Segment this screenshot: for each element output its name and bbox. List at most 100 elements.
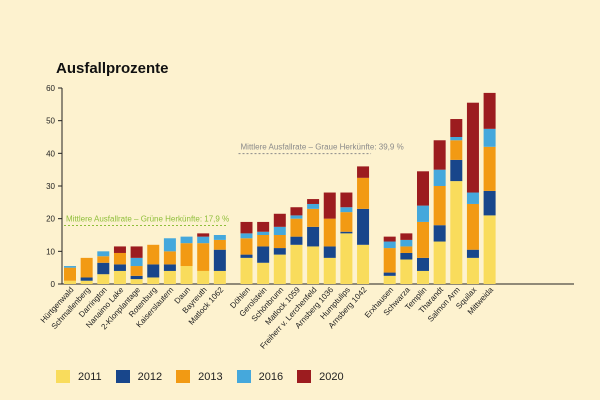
bar-segment-2011	[257, 262, 270, 284]
bar-segment-2013	[307, 208, 320, 227]
bar-segment-2016	[163, 238, 176, 252]
bar-segment-2016	[257, 231, 270, 235]
bar-segment-2016	[383, 241, 396, 249]
legend-swatch	[176, 370, 191, 383]
bar-segment-2020	[383, 236, 396, 242]
bar-segment-2011	[357, 244, 370, 284]
legend-item: 2012	[115, 370, 162, 383]
bar-segment-2013	[213, 239, 226, 250]
bar-segment-2016	[273, 226, 286, 235]
bar-segment-2012	[97, 262, 110, 275]
bar-segment-2012	[163, 264, 176, 271]
bar-segment-2013	[113, 252, 126, 265]
bar-segment-2013	[290, 218, 303, 237]
bar-segment-2016	[417, 205, 429, 222]
y-tick-label: 30	[46, 182, 55, 191]
bar-segment-2020	[340, 192, 353, 208]
bar-segment-2020	[257, 221, 270, 232]
bar-segment-2012	[273, 248, 286, 255]
bar-segment-2012	[323, 246, 336, 258]
bar-segment-2016	[290, 215, 303, 219]
bar-segment-2011	[197, 270, 210, 284]
bar-segment-2013	[340, 212, 353, 232]
legend-item: 2020	[297, 370, 344, 383]
y-tick-label: 60	[46, 84, 55, 93]
bar-segment-2012	[340, 231, 353, 234]
bar-segment-2013	[400, 246, 413, 253]
bar-segment-2013	[180, 243, 193, 267]
bar-segment-2016	[180, 236, 193, 244]
bar-segment-2011	[130, 279, 143, 284]
bar-segment-2013	[240, 238, 253, 255]
bar-segment-2013	[64, 267, 76, 281]
bar-segment-2013	[147, 244, 160, 265]
bar-segment-2011	[147, 277, 160, 284]
legend-label: 2013	[198, 370, 223, 383]
bar-segment-2016	[433, 169, 446, 186]
bar-segment-2011	[383, 275, 396, 284]
bar-segment-2020	[323, 192, 336, 219]
bar-segment-2011	[483, 215, 496, 284]
bar-segment-2012	[417, 257, 429, 271]
reference-line-label: Mittlere Ausfallrate – Grüne Herkünfte: …	[66, 215, 229, 224]
bar-segment-2013	[97, 256, 110, 263]
bar-segment-2011	[307, 246, 320, 284]
bar-segment-2012	[450, 159, 463, 182]
bar-segment-2020	[466, 102, 479, 193]
bar-segment-2012	[433, 225, 446, 242]
bar-segment-2016	[64, 266, 76, 268]
bar-segment-2011	[113, 270, 126, 284]
bar-segment-2013	[257, 235, 270, 247]
bar-segment-2020	[400, 233, 413, 240]
bar-segment-2020	[433, 140, 446, 170]
bar-segment-2020	[357, 166, 370, 178]
bar-segment-2013	[466, 203, 479, 250]
bar-segment-2012	[400, 252, 413, 260]
bar-segment-2020	[240, 221, 253, 234]
bar-segment-2012	[357, 208, 370, 245]
bar-segment-2016	[483, 128, 496, 147]
bar-segment-2020	[197, 233, 210, 237]
chart-legend: 2011 2012 2013 2016 2020	[56, 370, 344, 383]
chart-title: Ausfallprozente	[56, 60, 169, 77]
bar-segment-2013	[197, 243, 210, 271]
bar-segment-2011	[466, 257, 479, 284]
y-tick-label: 0	[51, 280, 56, 289]
y-tick-label: 50	[46, 117, 55, 126]
bar-segment-2011	[417, 270, 429, 284]
reference-line-label: Mittlere Ausfallrate – Graue Herkünfte: …	[241, 143, 404, 152]
bar-segment-2016	[240, 233, 253, 239]
bar-segment-2011	[213, 270, 226, 284]
bar-segment-2020	[417, 171, 429, 206]
bar-segment-2011	[64, 280, 76, 284]
bar-segment-2020	[483, 92, 496, 129]
bar-segment-2016	[400, 239, 413, 247]
bar-segment-2012	[80, 277, 93, 281]
legend-label: 2011	[78, 370, 102, 383]
bar-segment-2011	[400, 259, 413, 284]
legend-swatch	[115, 370, 130, 383]
legend-label: 2020	[319, 370, 344, 383]
bar-segment-2013	[383, 248, 396, 273]
legend-item: 2013	[176, 370, 223, 383]
bar-segment-2011	[97, 274, 110, 284]
bar-segment-2012	[307, 226, 320, 247]
legend-item: 2016	[236, 370, 283, 383]
bar-segment-2013	[163, 251, 176, 265]
bar-segment-2013	[417, 221, 429, 258]
legend-swatch	[56, 370, 70, 383]
bar-segment-2011	[340, 233, 353, 284]
bar-segment-2011	[450, 181, 463, 284]
bar-segment-2012	[483, 190, 496, 216]
bar-segment-2011	[163, 270, 176, 284]
bar-segment-2011	[180, 266, 193, 284]
bar-segment-2016	[450, 137, 463, 141]
legend-swatch	[297, 370, 312, 383]
bar-segment-2016	[307, 203, 320, 209]
bar-segment-2012	[290, 236, 303, 245]
bar-segment-2013	[357, 177, 370, 209]
bar-segment-2011	[433, 241, 446, 284]
bar-segment-2013	[273, 235, 286, 249]
bar-segment-2012	[130, 275, 143, 280]
